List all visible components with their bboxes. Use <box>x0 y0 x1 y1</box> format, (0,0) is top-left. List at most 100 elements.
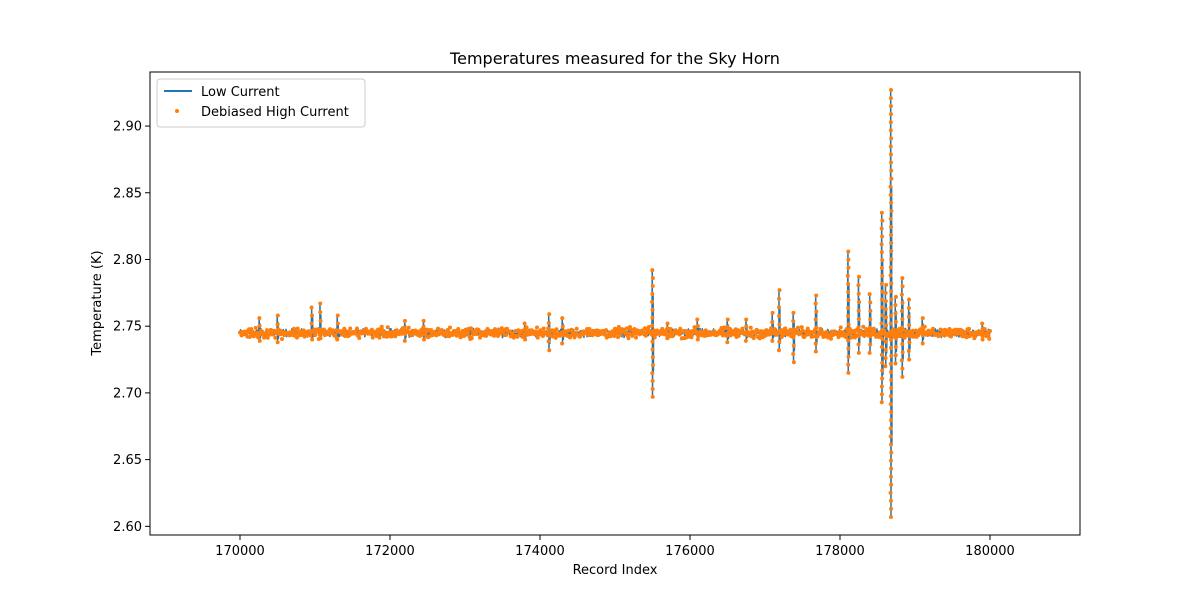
scatter-point <box>389 334 394 339</box>
scatter-point <box>900 374 905 379</box>
legend-label-debiased-high-current: Debiased High Current <box>201 105 349 120</box>
scatter-point <box>980 337 985 342</box>
scatter-point <box>846 362 851 367</box>
scatter-point <box>893 353 898 358</box>
scatter-point <box>547 312 552 317</box>
scatter-point <box>318 327 323 332</box>
scatter-point <box>574 326 579 331</box>
scatter-point <box>546 326 551 331</box>
scatter-point <box>879 281 884 286</box>
scatter-point <box>967 326 971 331</box>
scatter-point <box>520 328 524 333</box>
scatter-point <box>811 334 815 339</box>
scatter-point <box>841 330 846 335</box>
scatter-point <box>880 368 885 373</box>
scatter-point <box>355 326 359 331</box>
scatter-point <box>650 347 655 352</box>
scatter-point <box>493 327 497 332</box>
scatter-point <box>757 336 762 341</box>
scatter-point <box>900 276 905 281</box>
scatter-point <box>879 210 884 215</box>
scatter-point <box>695 330 700 335</box>
scatter-point <box>247 335 252 340</box>
scatter-point <box>813 341 818 346</box>
scatter-point <box>257 331 262 336</box>
scatter-point <box>964 335 969 340</box>
scatter-point <box>888 498 893 503</box>
scatter-point <box>889 168 894 173</box>
scatter-point <box>856 342 861 347</box>
scatter-point <box>318 301 323 306</box>
scatter-point <box>880 218 885 223</box>
scatter-point <box>987 336 992 341</box>
scatter-point <box>899 358 904 363</box>
scatter-point <box>541 326 546 331</box>
legend-label-low-current: Low Current <box>201 85 280 100</box>
scatter-point <box>867 350 872 355</box>
scatter-point <box>770 329 775 334</box>
scatter-point <box>888 474 893 479</box>
scatter-point <box>652 335 657 340</box>
scatter-point <box>888 361 893 366</box>
scatter-point <box>744 317 749 322</box>
scatter-point <box>880 360 885 365</box>
scatter-point <box>318 318 323 323</box>
scatter-point <box>889 257 894 262</box>
scatter-point <box>650 299 655 304</box>
scatter-point <box>846 265 851 270</box>
scatter-point <box>650 331 655 336</box>
scatter-point <box>725 317 730 322</box>
scatter-point <box>884 323 889 328</box>
y-tick-label: 2.85 <box>113 186 142 201</box>
plot-marks <box>238 88 992 519</box>
scatter-point <box>462 333 467 338</box>
scatter-point <box>546 330 551 335</box>
scatter-point <box>907 323 912 328</box>
scatter-point <box>829 336 833 341</box>
scatter-point <box>650 323 655 328</box>
scatter-point <box>980 321 985 326</box>
scatter-point <box>333 332 338 337</box>
scatter-point <box>888 152 893 157</box>
scatter-point <box>907 297 912 302</box>
y-axis: 2.60 2.65 2.70 2.75 2.80 2.85 2.90 <box>113 120 150 535</box>
scatter-point <box>980 332 985 337</box>
scatter-point <box>385 325 390 330</box>
scatter-point <box>253 325 258 330</box>
scatter-point <box>554 327 559 332</box>
scatter-point <box>846 322 851 327</box>
scatter-point <box>889 88 894 93</box>
scatter-point <box>309 329 314 334</box>
scatter-point <box>889 208 894 213</box>
scatter-point <box>469 336 474 341</box>
scatter-point <box>695 324 700 329</box>
scatter-point <box>888 305 893 310</box>
scatter-point <box>791 310 796 315</box>
scatter-point <box>899 292 904 297</box>
scatter-point <box>889 136 894 141</box>
scatter-point <box>880 289 885 294</box>
scatter-point <box>889 313 894 318</box>
scatter-point <box>893 319 898 324</box>
scatter-point <box>308 333 313 338</box>
scatter-point <box>920 333 925 338</box>
y-tick-label: 2.60 <box>113 520 142 535</box>
scatter-point <box>533 329 538 334</box>
scatter-point <box>889 241 894 246</box>
scatter-point <box>888 458 893 463</box>
scatter-point <box>777 331 782 336</box>
scatter-point <box>889 466 894 471</box>
scatter-point <box>845 273 850 278</box>
scatter-point <box>406 325 411 330</box>
scatter-point <box>856 291 861 296</box>
scatter-point <box>370 327 374 332</box>
scatter-point <box>625 326 629 331</box>
scatter-point <box>883 290 888 295</box>
scatter-point <box>777 296 782 301</box>
scatter-point <box>846 370 851 375</box>
scatter-point <box>440 329 445 334</box>
scatter-point <box>872 328 877 333</box>
scatter-point <box>883 315 888 320</box>
scatter-point <box>791 343 796 348</box>
